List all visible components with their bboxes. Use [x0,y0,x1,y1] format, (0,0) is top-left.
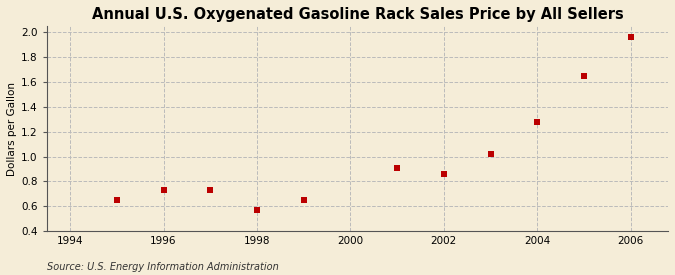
Point [298,198,309,202]
Point [625,35,636,39]
Y-axis label: Dollars per Gallon: Dollars per Gallon [7,82,17,175]
Point [205,188,215,192]
Point [532,120,543,124]
Point [111,198,122,202]
Point [158,188,169,192]
Point [485,152,496,156]
Text: Source: U.S. Energy Information Administration: Source: U.S. Energy Information Administ… [47,262,279,272]
Point [439,172,450,176]
Point [252,208,263,212]
Title: Annual U.S. Oxygenated Gasoline Rack Sales Price by All Sellers: Annual U.S. Oxygenated Gasoline Rack Sal… [92,7,623,22]
Point [392,166,402,170]
Point [578,73,589,78]
